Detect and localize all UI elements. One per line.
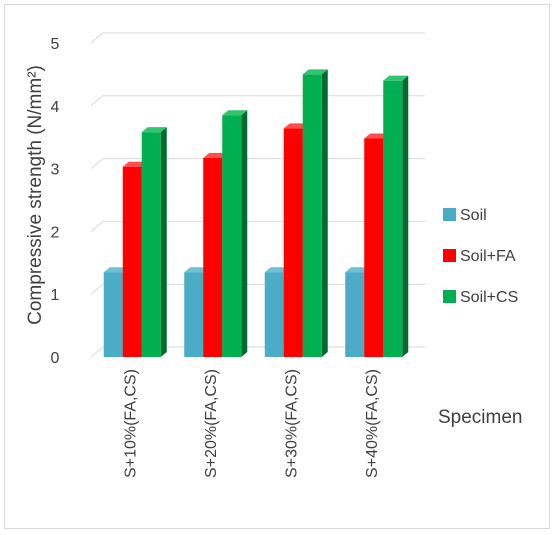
bar-soil-cs-1 xyxy=(141,127,167,358)
legend-item: Soil+CS xyxy=(443,289,518,306)
chart-svg: 0 1 2 3 4 5 S+10%(FA,CS) S+20%(FA,CS) S+30%(FA,… xyxy=(25,32,523,478)
bar-top xyxy=(283,123,309,129)
bar-top xyxy=(141,127,167,133)
legend-item: Soil xyxy=(443,207,487,224)
y-axis: 0 1 2 3 4 5 xyxy=(51,36,60,367)
x-axis-label: Specimen xyxy=(438,407,523,428)
bar-front xyxy=(103,272,123,357)
bar-front xyxy=(222,115,242,357)
legend-swatch xyxy=(443,208,456,221)
bar-top xyxy=(345,267,371,273)
bar-front xyxy=(302,74,322,358)
bar-top xyxy=(264,267,290,273)
x-tick-label: S+30%(FA,CS) xyxy=(283,369,300,478)
y-tick-label: 4 xyxy=(51,99,60,116)
legend-label: Soil+CS xyxy=(460,289,518,306)
bar-front xyxy=(184,272,204,357)
legend-label: Soil xyxy=(460,207,487,224)
bar-side xyxy=(160,127,167,358)
chart-area: 0 1 2 3 4 5 S+10%(FA,CS) S+20%(FA,CS) S+30%(FA,… xyxy=(4,4,550,529)
bar-front xyxy=(122,166,142,357)
bar-front xyxy=(203,157,223,357)
bar-front xyxy=(383,80,403,358)
bar-top xyxy=(103,267,129,273)
bar-front xyxy=(283,128,303,357)
y-tick-label: 1 xyxy=(51,287,60,304)
bar-top xyxy=(184,267,210,273)
bar-soil-cs-4 xyxy=(383,75,409,358)
legend-swatch xyxy=(443,249,456,262)
x-axis-tick-labels: S+10%(FA,CS) S+20%(FA,CS) S+30%(FA,CS) S+40… xyxy=(122,369,381,478)
y-tick-label: 0 xyxy=(51,350,60,367)
bar-side xyxy=(321,69,328,358)
bar-side xyxy=(402,75,409,358)
bar-front xyxy=(141,132,161,357)
y-tick-label: 3 xyxy=(51,162,60,179)
bar-front xyxy=(264,272,284,357)
y-tick-label: 5 xyxy=(51,36,60,53)
bar-soil-cs-2 xyxy=(222,110,248,357)
bar-front xyxy=(364,138,384,357)
bar-soil-cs-3 xyxy=(302,69,328,358)
bar-top xyxy=(302,69,328,75)
bar-top xyxy=(383,75,409,81)
x-tick-label: S+40%(FA,CS) xyxy=(364,369,381,478)
bar-top xyxy=(122,161,148,167)
bars xyxy=(103,69,409,358)
legend-label: Soil+FA xyxy=(460,248,516,265)
legend: Soil Soil+FA Soil+CS xyxy=(443,207,518,306)
x-tick-label: S+10%(FA,CS) xyxy=(122,369,139,478)
bar-top xyxy=(222,110,248,116)
gridline xyxy=(90,95,425,107)
legend-swatch xyxy=(443,290,456,303)
y-axis-label: Compressive strength (N/mm²) xyxy=(25,65,46,325)
bar-top xyxy=(203,152,229,158)
y-tick-label: 2 xyxy=(51,224,60,241)
x-tick-label: S+20%(FA,CS) xyxy=(203,369,220,478)
bar-side xyxy=(241,110,248,357)
bar-top xyxy=(364,133,390,139)
legend-item: Soil+FA xyxy=(443,248,516,265)
bar-front xyxy=(345,272,365,357)
gridline xyxy=(90,32,425,44)
